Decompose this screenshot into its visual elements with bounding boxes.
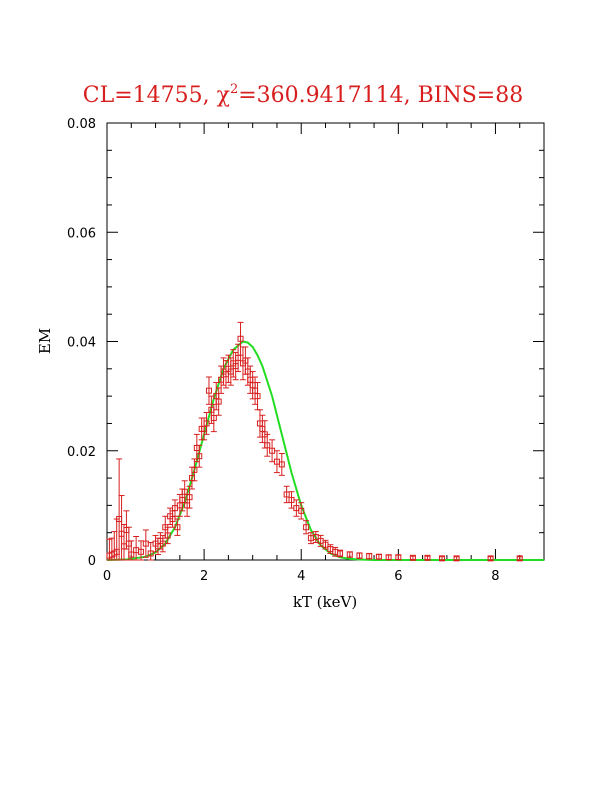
data-point bbox=[317, 537, 324, 544]
data-point bbox=[303, 524, 310, 531]
y-tick-label: 0.08 bbox=[67, 117, 96, 132]
data-point bbox=[409, 554, 416, 561]
data-point bbox=[375, 553, 382, 560]
data-point bbox=[278, 461, 285, 468]
data-point bbox=[147, 550, 154, 557]
chart-title: CL=14755, χ2=360.9417114, BINS=88 bbox=[83, 82, 523, 108]
y-tick-label: 0.06 bbox=[67, 226, 96, 241]
data-point bbox=[298, 507, 305, 514]
data-point bbox=[356, 552, 363, 559]
plot-area: 0 2 4 6 8 0 0.02 0.04 0.06 0.08 bbox=[67, 117, 545, 584]
y-tick-label: 0.04 bbox=[67, 336, 96, 351]
data-point bbox=[128, 551, 135, 558]
data-point bbox=[205, 387, 212, 394]
chart-title-superscript: 2 bbox=[230, 82, 238, 97]
y-tick-label: 0.02 bbox=[67, 445, 96, 460]
chart-title-prefix: CL=14755, χ bbox=[83, 83, 230, 108]
data-point bbox=[142, 540, 149, 547]
data-point bbox=[424, 554, 431, 561]
data-point bbox=[346, 551, 353, 558]
data-point bbox=[215, 398, 222, 405]
data-point bbox=[137, 548, 144, 555]
data-point bbox=[254, 393, 261, 400]
x-tick-label: 0 bbox=[103, 569, 111, 584]
chart-title-suffix: =360.9417114, BINS=88 bbox=[238, 83, 523, 108]
data-point bbox=[174, 524, 181, 531]
x-tick-label: 8 bbox=[491, 569, 499, 584]
data-point bbox=[186, 494, 193, 501]
x-axis-label: kT (keV) bbox=[293, 593, 357, 611]
data-point bbox=[164, 532, 171, 539]
data-point bbox=[210, 414, 217, 421]
data-point bbox=[196, 453, 203, 460]
data-point bbox=[312, 534, 319, 541]
y-tick-label: 0 bbox=[88, 554, 96, 569]
x-tick-label: 4 bbox=[297, 569, 305, 584]
data-point bbox=[237, 335, 244, 342]
model-curve bbox=[106, 340, 544, 561]
data-point bbox=[264, 442, 271, 449]
data-point bbox=[385, 554, 392, 561]
data-point bbox=[191, 466, 198, 473]
data-point bbox=[516, 555, 523, 562]
x-tick-label: 2 bbox=[200, 569, 208, 584]
data-point bbox=[453, 555, 460, 562]
data-point bbox=[439, 555, 446, 562]
data-point bbox=[366, 553, 373, 560]
data-point bbox=[487, 555, 494, 562]
data-point bbox=[395, 554, 402, 561]
x-tick-label: 6 bbox=[394, 569, 402, 584]
plot-frame bbox=[106, 122, 545, 561]
data-point bbox=[337, 550, 344, 557]
data-point bbox=[283, 491, 290, 498]
y-axis-label: EM bbox=[36, 328, 54, 354]
